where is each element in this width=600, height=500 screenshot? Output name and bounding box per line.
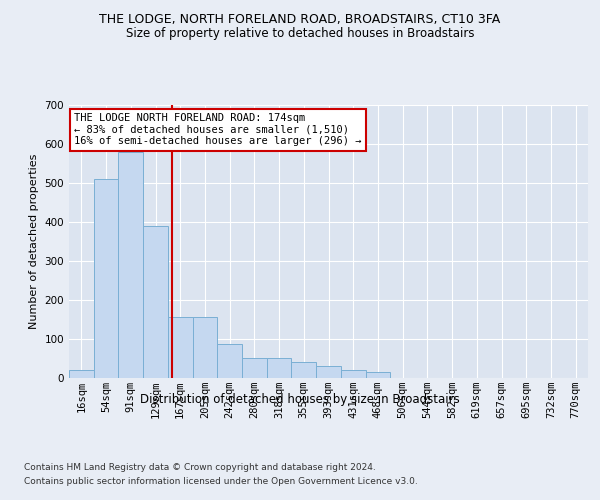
Text: Contains public sector information licensed under the Open Government Licence v3: Contains public sector information licen… xyxy=(24,478,418,486)
Text: Distribution of detached houses by size in Broadstairs: Distribution of detached houses by size … xyxy=(140,392,460,406)
Bar xyxy=(292,362,316,378)
Bar xyxy=(217,344,242,378)
Y-axis label: Number of detached properties: Number of detached properties xyxy=(29,154,39,329)
Text: Size of property relative to detached houses in Broadstairs: Size of property relative to detached ho… xyxy=(126,28,474,40)
Text: THE LODGE, NORTH FORELAND ROAD, BROADSTAIRS, CT10 3FA: THE LODGE, NORTH FORELAND ROAD, BROADSTA… xyxy=(100,12,500,26)
Bar xyxy=(341,370,365,378)
Bar xyxy=(94,179,118,378)
Text: Contains HM Land Registry data © Crown copyright and database right 2024.: Contains HM Land Registry data © Crown c… xyxy=(24,462,376,471)
Text: THE LODGE NORTH FORELAND ROAD: 174sqm
← 83% of detached houses are smaller (1,51: THE LODGE NORTH FORELAND ROAD: 174sqm ← … xyxy=(74,113,362,146)
Bar xyxy=(242,358,267,378)
Bar xyxy=(365,372,390,378)
Bar xyxy=(316,366,341,378)
Bar xyxy=(267,358,292,378)
Bar xyxy=(143,226,168,378)
Bar xyxy=(118,152,143,378)
Bar xyxy=(193,317,217,378)
Bar xyxy=(69,370,94,378)
Bar xyxy=(168,317,193,378)
